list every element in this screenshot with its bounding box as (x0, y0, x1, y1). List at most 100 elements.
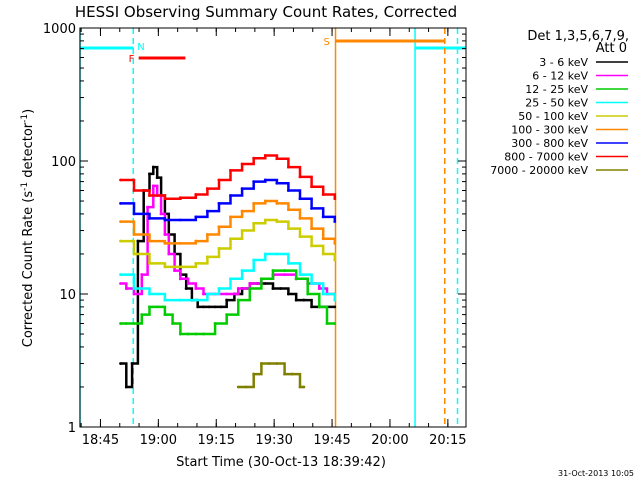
data-point (178, 298, 182, 302)
data-point (298, 235, 302, 239)
data-point (163, 197, 167, 201)
data-point (317, 287, 321, 290)
data-point (184, 287, 188, 290)
legend-label: 25 - 50 keV (525, 97, 588, 110)
data-point (130, 362, 134, 365)
footer-timestamp: 31-Oct-2013 10:05 (558, 469, 634, 478)
data-point (294, 277, 298, 281)
data-point (148, 217, 151, 220)
axis-ticks: 18:45 19:00 19:15 19:30 19:45 20:00 20:15 1 10 10… (43, 22, 467, 448)
data-point (283, 372, 286, 376)
data-point (119, 273, 122, 276)
data-point (310, 282, 313, 285)
x-tick-label: 20:00 (371, 433, 408, 448)
data-point (213, 305, 217, 309)
y-tick-label: 10 (59, 288, 76, 303)
data-point (310, 305, 313, 309)
data-point (194, 298, 198, 302)
data-point (119, 220, 122, 224)
data-point (163, 218, 167, 222)
data-point (275, 220, 279, 224)
data-point (248, 287, 252, 290)
data-point (213, 322, 217, 325)
data-point (146, 205, 149, 209)
data-point (310, 207, 313, 210)
data-point (202, 305, 205, 309)
data-point (186, 332, 190, 336)
data-point (321, 252, 325, 256)
data-point (148, 261, 151, 265)
data-point (260, 277, 263, 281)
data-point (194, 239, 198, 243)
data-point (229, 194, 232, 197)
data-point (298, 175, 302, 179)
data-point (167, 252, 171, 256)
data-point (287, 227, 290, 231)
x-axis-label: Start Time (30-Oct-13 18:39:42) (176, 455, 386, 470)
data-point (260, 362, 263, 365)
data-point (263, 154, 267, 157)
series-line (120, 218, 337, 269)
data-point (217, 201, 221, 205)
data-point (275, 201, 279, 205)
legend-label: 7000 - 20000 keV (490, 164, 588, 177)
x-tick-label: 19:15 (198, 433, 235, 448)
data-point (178, 242, 182, 245)
data-point (132, 252, 136, 256)
data-point (275, 181, 279, 185)
data-point (119, 282, 122, 285)
night-label: N (137, 42, 144, 53)
data-point (205, 292, 209, 296)
data-point (217, 287, 221, 290)
saa-label: S (324, 37, 330, 48)
data-point (240, 162, 244, 166)
y-tick-label: 100 (51, 155, 76, 170)
legend-header-line1: Det 1,3,5,6,7,9, (527, 29, 629, 44)
data-point (317, 305, 321, 309)
data-point (252, 201, 256, 205)
data-point (298, 197, 302, 201)
data-point (283, 273, 286, 276)
data-point (310, 185, 313, 189)
data-point (252, 372, 256, 376)
data-point (333, 298, 337, 302)
data-point (310, 244, 313, 248)
data-point (173, 269, 176, 272)
data-point (163, 298, 167, 302)
data-point (333, 305, 337, 309)
data-point (271, 287, 275, 290)
data-point (298, 217, 302, 220)
data-point (294, 298, 298, 302)
data-point (159, 212, 163, 216)
data-point (148, 239, 151, 243)
legend-label: 300 - 800 keV (511, 137, 588, 150)
annotation-layer: NF S (79, 28, 466, 427)
data-point (178, 277, 182, 281)
data-point (240, 229, 244, 232)
data-point (225, 298, 229, 302)
data-point (229, 215, 232, 219)
data-point (148, 194, 151, 197)
data-point (290, 372, 294, 376)
data-point (229, 277, 232, 281)
data-point (205, 187, 209, 191)
series-layer (119, 154, 337, 389)
legend-label: 12 - 25 keV (525, 83, 588, 96)
data-point (333, 258, 337, 262)
data-point (171, 322, 175, 325)
data-point (217, 247, 221, 250)
data-point (194, 193, 198, 196)
data-point (132, 292, 136, 296)
data-point (252, 221, 256, 225)
data-point (194, 215, 198, 219)
data-point (163, 242, 167, 245)
data-point (155, 176, 159, 180)
data-point (287, 261, 290, 265)
data-point (267, 362, 271, 365)
data-point (306, 292, 310, 296)
data-point (132, 287, 136, 290)
data-point (119, 362, 122, 365)
plot-frame (79, 27, 467, 428)
data-point (124, 287, 128, 290)
data-point (271, 269, 275, 272)
